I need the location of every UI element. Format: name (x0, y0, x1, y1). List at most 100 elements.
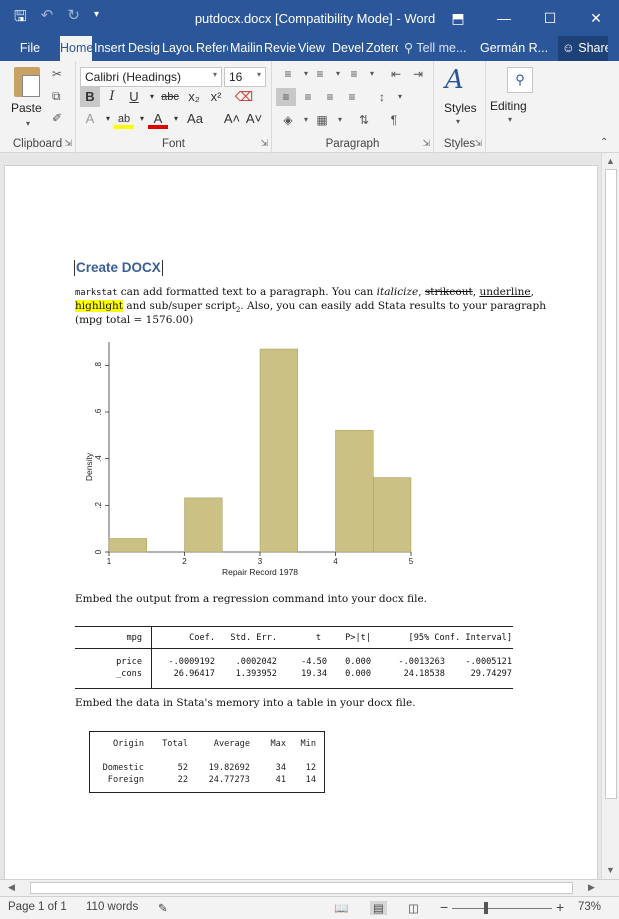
tab-mailings[interactable]: Mailings (230, 41, 262, 55)
tab-zotero[interactable]: Zotero (366, 41, 398, 55)
line-spacing-icon[interactable]: ↕ (379, 90, 385, 104)
word-count[interactable]: 110 words (86, 901, 139, 913)
paste-icon[interactable] (14, 67, 40, 97)
scroll-up-icon[interactable]: ▲ (606, 156, 615, 166)
tab-references[interactable]: References (196, 41, 228, 55)
highlight-dropdown-icon[interactable]: ▾ (139, 114, 144, 123)
tab-view[interactable]: View (298, 41, 325, 55)
bullets-icon[interactable]: ≡ (284, 67, 292, 81)
tab-design[interactable]: Design (128, 41, 160, 55)
shrink-font-button[interactable]: A˅ (245, 111, 263, 126)
tell-me-search[interactable]: ⚲ Tell me... (404, 41, 467, 55)
paragraph-1-line-1[interactable]: markstat can add formatted text to a par… (75, 286, 534, 298)
paste-button[interactable]: Paste (11, 101, 42, 115)
superscript-button[interactable]: x² (210, 89, 222, 104)
editing-dropdown-icon[interactable]: ▾ (508, 115, 513, 124)
scrollbar-thumb[interactable] (605, 169, 617, 799)
editing-button[interactable]: Editing (490, 99, 527, 113)
font-color-button[interactable]: A (148, 109, 168, 129)
paste-dropdown-icon[interactable]: ▾ (26, 119, 31, 128)
decrease-indent-icon[interactable]: ⇤ (390, 67, 402, 81)
read-mode-icon[interactable]: 📖 (334, 903, 349, 915)
show-marks-icon[interactable]: ¶ (390, 113, 398, 127)
tab-developer[interactable]: Developer (332, 41, 364, 55)
scroll-down-icon[interactable]: ▼ (606, 865, 615, 875)
proofing-icon[interactable]: ✎ (158, 903, 168, 915)
search-icon[interactable]: ⚲ (507, 67, 533, 93)
bold-button[interactable]: B (80, 87, 100, 107)
customize-icon[interactable]: ▾ (93, 9, 99, 20)
strikethrough-button[interactable]: abc (161, 91, 179, 103)
align-center-icon[interactable]: ≡ (304, 90, 312, 104)
text-effects-dropdown-icon[interactable]: ▾ (105, 114, 110, 123)
paragraph-launcher-icon[interactable]: ⇲ (422, 138, 430, 148)
font-color-dropdown-icon[interactable]: ▾ (173, 114, 178, 123)
zoom-slider-thumb[interactable] (484, 902, 488, 914)
format-painter-icon[interactable]: ✐ (52, 111, 63, 125)
web-layout-icon[interactable]: ◫ (408, 903, 419, 915)
zoom-level[interactable]: 73% (578, 901, 602, 913)
zoom-slider[interactable] (452, 908, 552, 909)
borders-dropdown-icon[interactable]: ▾ (337, 115, 342, 124)
zoom-in-icon[interactable]: + (556, 899, 565, 915)
styles-launcher-icon[interactable]: ⇲ (474, 138, 482, 148)
borders-icon[interactable]: ▦ (316, 113, 328, 127)
tab-layout[interactable]: Layout (162, 41, 194, 55)
tab-file[interactable]: File (19, 41, 41, 55)
shading-icon[interactable]: ◈ (283, 113, 293, 127)
styles-dropdown-icon[interactable]: ▾ (456, 117, 461, 126)
ribbon-display-icon[interactable]: ⬒ (451, 9, 465, 26)
underline-button[interactable]: U (129, 89, 139, 104)
bullets-dropdown-icon[interactable]: ▾ (303, 69, 308, 78)
collapse-ribbon-icon[interactable]: ⌃ (600, 137, 609, 148)
share-button[interactable]: ☺ Share (558, 36, 608, 61)
underline-dropdown-icon[interactable]: ▾ (149, 92, 154, 101)
numbering-icon[interactable]: ≡ (316, 67, 324, 81)
redo-icon[interactable]: ↻ (67, 7, 80, 24)
horizontal-scrollbar[interactable]: ◀ ▶ (0, 879, 619, 896)
scroll-right-icon[interactable]: ▶ (588, 882, 595, 892)
tab-insert[interactable]: Insert (94, 41, 126, 55)
font-name-box[interactable]: Calibri (Headings) ▾ (80, 67, 222, 87)
subscript-button[interactable]: x₂ (188, 89, 200, 104)
shading-dropdown-icon[interactable]: ▾ (303, 115, 308, 124)
print-layout-icon[interactable]: ▤ (370, 901, 387, 915)
cut-icon[interactable]: ✂ (52, 67, 63, 81)
italic-button[interactable]: I (109, 89, 115, 104)
increase-indent-icon[interactable]: ⇥ (412, 67, 424, 81)
maximize-button[interactable]: ☐ (543, 9, 557, 26)
close-button[interactable]: ✕ (590, 9, 602, 26)
horizontal-scrollbar-thumb[interactable] (30, 882, 573, 894)
paragraph-1-line-2[interactable]: highlight and sub/super script2. Also, y… (75, 300, 547, 315)
zoom-out-icon[interactable]: − (440, 899, 449, 915)
paragraph-3[interactable]: Embed the data in Stata's memory into a … (75, 697, 416, 709)
scroll-left-icon[interactable]: ◀ (8, 882, 15, 892)
align-right-icon[interactable]: ≡ (326, 90, 334, 104)
change-case-button[interactable]: Aa (187, 111, 203, 126)
text-effects-button[interactable]: A (85, 111, 95, 126)
clipboard-launcher-icon[interactable]: ⇲ (64, 138, 72, 148)
numbering-dropdown-icon[interactable]: ▾ (335, 69, 340, 78)
justify-icon[interactable]: ≡ (348, 90, 356, 104)
page-count[interactable]: Page 1 of 1 (8, 901, 67, 913)
align-left-icon[interactable]: ≡ (276, 88, 296, 106)
clear-formatting-icon[interactable]: ⌫ (234, 89, 254, 104)
minimize-button[interactable]: — (497, 10, 511, 26)
sort-icon[interactable]: ⇅ (358, 113, 370, 127)
undo-icon[interactable]: ↶ (40, 7, 54, 24)
grow-font-button[interactable]: A˄ (223, 111, 241, 126)
font-size-box[interactable]: 16 ▾ (224, 67, 266, 87)
multilevel-list-icon[interactable]: ≡ (350, 67, 358, 81)
styles-icon[interactable]: A (445, 65, 464, 95)
user-account[interactable]: Germán R... (480, 41, 549, 55)
copy-icon[interactable]: ⧉ (52, 89, 61, 103)
multilevel-dropdown-icon[interactable]: ▾ (369, 69, 374, 78)
font-launcher-icon[interactable]: ⇲ (260, 138, 268, 148)
tab-home[interactable]: Home (60, 36, 92, 61)
styles-button[interactable]: Styles (444, 101, 477, 115)
tab-review[interactable]: Review (264, 41, 296, 55)
paragraph-1-line-3[interactable]: (mpg total = 1576.00) (75, 314, 194, 326)
highlight-button[interactable]: ab (114, 109, 134, 129)
vertical-scrollbar[interactable]: ▲ ▼ (601, 153, 619, 879)
paragraph-2[interactable]: Embed the output from a regression comma… (75, 593, 428, 605)
